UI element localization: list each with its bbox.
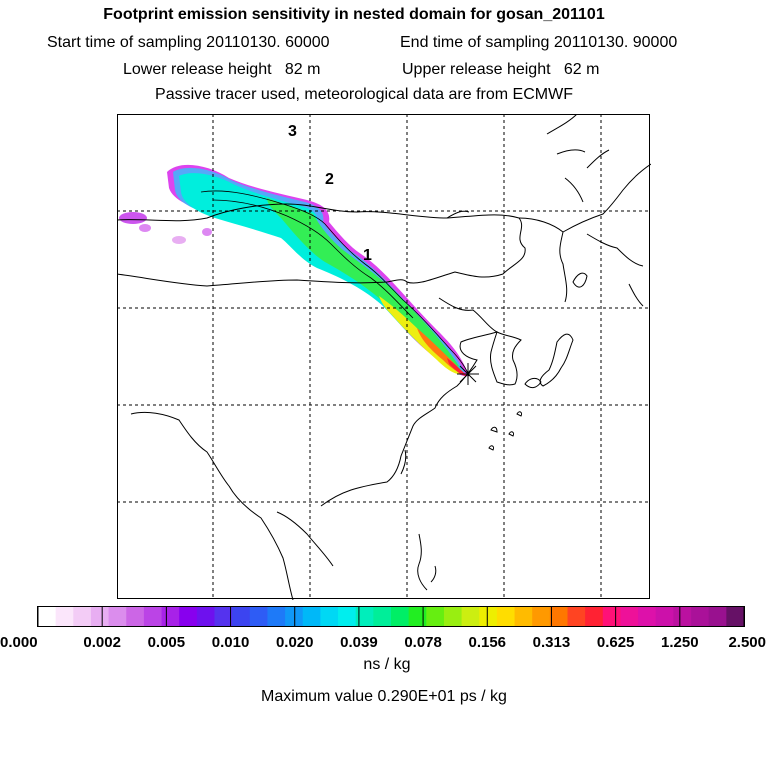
colorbar-cell (196, 607, 215, 627)
colorbar-cell (391, 607, 410, 627)
lower-release-text: Lower release height 82 m (123, 61, 321, 78)
china-border-west (117, 273, 408, 287)
colorbar-cell (285, 607, 304, 627)
colorbar-cell (161, 607, 180, 627)
taiwan-philippines (400, 449, 437, 591)
mongolia-border (117, 203, 526, 284)
colorbar-cell (143, 607, 162, 627)
start-sampling-text: Start time of sampling 20110130. 60000 (47, 34, 330, 51)
trajectory-label-1: 1 (363, 247, 372, 264)
japan-islands (524, 272, 588, 389)
colorbar-tick-label: 0.039 (340, 634, 378, 651)
colorbar-cell (443, 607, 462, 627)
colorbar-cell (214, 607, 233, 627)
colorbar-cell (496, 607, 515, 627)
colorbar-tick-label: 0.625 (597, 634, 635, 651)
colorbar-tick-labels: 0.000 0.002 0.005 0.010 0.020 0.039 0.078 0.156… (0, 634, 766, 651)
colorbar-cell (408, 607, 427, 627)
colorbar-cell (108, 607, 127, 627)
plume-patch-west-4 (202, 228, 212, 236)
colorbar-cell (567, 607, 586, 627)
colorbar-cell (655, 607, 674, 627)
southeast-asia-coast (130, 411, 334, 600)
colorbar-tick-label: 0.002 (83, 634, 121, 651)
coast-detail-north (586, 233, 644, 307)
footprint-map: 1 2 3 (117, 114, 651, 600)
colorbar-cell (602, 607, 621, 627)
colorbar-cell (585, 607, 604, 627)
lat-lon-grid (117, 114, 651, 600)
colorbar-tick-label: 2.500 (728, 634, 766, 651)
colorbar-tick-label: 0.313 (533, 634, 571, 651)
russia-border (446, 210, 568, 303)
colorbar-cells (38, 607, 745, 627)
trajectory-lines (200, 190, 470, 377)
colorbar-cell (532, 607, 551, 627)
colorbar-cell (338, 607, 357, 627)
colorbar-cell (673, 607, 692, 627)
colorbar-cell (126, 607, 145, 627)
maximum-value-text: Maximum value 0.290E+01 ps / kg (261, 688, 507, 705)
colorbar-tick-label: 1.250 (661, 634, 699, 651)
colorbar: 0.000 0.002 0.005 0.010 0.020 0.039 0.078 0.156… (0, 606, 766, 651)
colorbar-cell (55, 607, 74, 627)
colorbar-cell (90, 607, 109, 627)
colorbar-tick-label: 0.005 (148, 634, 186, 651)
trajectory-label-2: 2 (325, 171, 334, 188)
colorbar-cell (638, 607, 657, 627)
colorbar-cell (355, 607, 374, 627)
colorbar-cell (267, 607, 286, 627)
korea-peninsula (490, 331, 522, 386)
colorbar-cell (73, 607, 92, 627)
colorbar-cell (479, 607, 498, 627)
colorbar-cell (426, 607, 445, 627)
trajectory-label-3: 3 (288, 123, 297, 140)
colorbar-unit: ns / kg (363, 656, 411, 673)
plume-patch-west-2 (139, 224, 151, 232)
plume-cyan (179, 173, 463, 372)
colorbar-cell (461, 607, 480, 627)
colorbar-cell (179, 607, 198, 627)
trajectory-line (212, 199, 414, 319)
plume-patch-west-1 (119, 212, 147, 224)
colorbar-cell (726, 607, 745, 627)
colorbar-tick-label: 0.000 (0, 634, 38, 651)
colorbar-cell (691, 607, 710, 627)
colorbar-tick-label: 0.020 (276, 634, 314, 651)
plume-red-core (447, 358, 467, 376)
colorbar-cell (38, 607, 57, 627)
colorbar-cell (232, 607, 251, 627)
trajectory-line (200, 190, 470, 377)
sakhalin-kamchatka-coast (546, 114, 651, 233)
colorbar-cell (708, 607, 727, 627)
end-sampling-text: End time of sampling 20110130. 90000 (400, 34, 678, 51)
star-icon (457, 363, 479, 385)
coastlines (117, 114, 651, 600)
small-islands (488, 411, 522, 451)
colorbar-cell (549, 607, 568, 627)
colorbar-tick-label: 0.010 (212, 634, 250, 651)
tracer-note: Passive tracer used, meteorological data… (155, 86, 573, 103)
colorbar-cell (302, 607, 321, 627)
upper-release-text: Upper release height 62 m (402, 61, 600, 78)
colorbar-cell (249, 607, 268, 627)
china-coast (320, 297, 499, 507)
colorbar-cell (320, 607, 339, 627)
colorbar-cell (373, 607, 392, 627)
colorbar-cell (620, 607, 639, 627)
colorbar-tick-label: 0.156 (468, 634, 506, 651)
colorbar-tick-label: 0.078 (404, 634, 442, 651)
emission-plume (119, 164, 469, 377)
plot-title: Footprint emission sensitivity in nested… (103, 6, 605, 23)
colorbar-cell (514, 607, 533, 627)
plume-orange-core (417, 328, 463, 373)
colorbar-ticks (37, 607, 745, 627)
plume-patch-west-3 (172, 236, 186, 244)
